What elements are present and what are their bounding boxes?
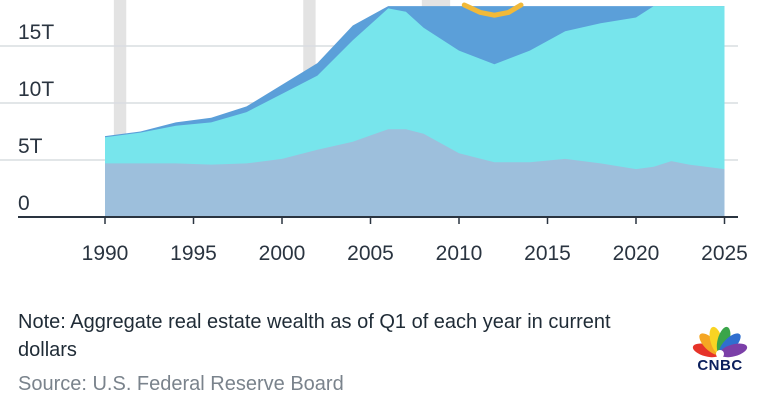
x-tick-label-4: 2010 [436,242,483,265]
y-tick-label-3: 15T [18,21,54,44]
y-tick-label-0: 0 [18,192,30,215]
x-tick-label-6: 2020 [613,242,660,265]
chart-source: Source: U.S. Federal Reserve Board [18,373,344,395]
x-tick-label-1: 1995 [170,242,217,265]
chart: 0 5T 10T 15T 1990 1995 2000 2005 2010 2015 2020 20… [0,0,748,265]
y-tick-label-1: 5T [18,135,43,158]
x-tick-label-0: 1990 [82,242,129,265]
area-series-0 [105,129,725,217]
x-tick-label-2: 2000 [259,242,306,265]
cnbc-wordmark: CNBC [697,357,743,374]
gold-series-line [461,2,524,18]
chart-note: Note: Aggregate real estate wealth as of… [18,311,611,361]
area-series [105,6,725,217]
x-ticks: 1990 1995 2000 2005 2010 2015 2020 2025 [82,217,748,265]
y-tick-labels: 0 5T 10T 15T [18,21,54,215]
x-tick-label-5: 2015 [524,242,571,265]
x-tick-label-3: 2005 [347,242,394,265]
cnbc-logo: CNBC [690,324,750,376]
peacock-icon [692,326,748,358]
y-tick-label-2: 10T [18,78,54,101]
x-tick-label-7: 2025 [701,242,748,265]
